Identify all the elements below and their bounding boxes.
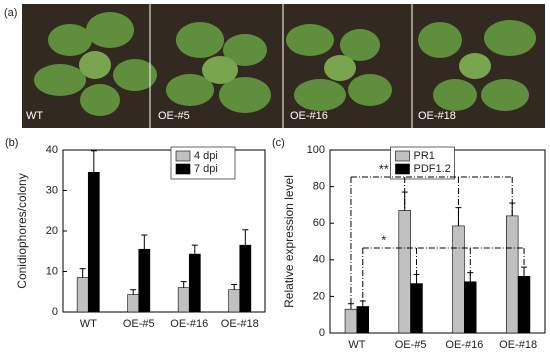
- y-tick-label: 20: [313, 290, 325, 302]
- bar: [344, 308, 358, 334]
- y-tick-label: 10: [46, 265, 58, 277]
- x-tick-label: WT: [348, 339, 365, 351]
- y-tick-label: 0: [319, 327, 325, 339]
- x-tick-label: WT: [80, 318, 97, 330]
- legend-label: 4 dpi: [194, 150, 218, 162]
- bar: [138, 248, 151, 313]
- y-tick-label: 20: [46, 225, 58, 237]
- legend-swatch: [395, 150, 410, 162]
- legend-label: PR1: [414, 150, 435, 162]
- plant-label: WT: [26, 110, 43, 122]
- y-axis-label: Relative expression level: [282, 175, 296, 308]
- x-tick-label: OE-#5: [123, 318, 155, 330]
- bar: [87, 171, 100, 313]
- panel-label: (a): [4, 7, 17, 19]
- bar: [464, 281, 477, 334]
- significance-label: *: [381, 232, 386, 247]
- panel-label: (c): [272, 137, 285, 149]
- y-axis-label: Conidiophores/colony: [15, 173, 29, 288]
- legend-label: PDF1.2: [414, 163, 451, 175]
- x-tick-label: OE-#16: [445, 339, 483, 351]
- y-tick-label: 40: [313, 254, 325, 266]
- bar: [505, 215, 519, 334]
- bar: [517, 275, 531, 334]
- bar: [228, 289, 241, 313]
- legend-swatch: [175, 163, 191, 175]
- plant-label: OE-#16: [290, 110, 328, 122]
- x-tick-label: OE-#18: [221, 318, 259, 330]
- bar: [127, 294, 140, 313]
- photo: [22, 4, 545, 128]
- bar: [452, 225, 465, 334]
- y-tick-label: 100: [307, 144, 325, 156]
- x-tick-label: OE-#16: [170, 318, 208, 330]
- bar: [239, 244, 252, 313]
- y-tick-label: 80: [313, 181, 325, 193]
- significance-label: **: [379, 161, 389, 176]
- legend-label: 7 dpi: [194, 163, 218, 175]
- panel-label: (b): [5, 137, 18, 149]
- y-tick-label: 0: [52, 306, 58, 318]
- bar: [356, 306, 369, 334]
- legend-swatch: [175, 150, 191, 162]
- bar: [177, 287, 190, 313]
- bar: [188, 253, 201, 313]
- x-tick-label: OE-#5: [395, 339, 427, 351]
- legend-swatch: [395, 163, 410, 175]
- x-tick-label: OE-#18: [499, 339, 537, 351]
- y-tick-label: 40: [46, 144, 58, 156]
- plant-label: OE-#18: [418, 110, 456, 122]
- bar: [76, 277, 89, 313]
- bar: [398, 210, 411, 334]
- plant-label: OE-#5: [158, 110, 190, 122]
- y-tick-label: 30: [46, 184, 58, 196]
- bar: [410, 283, 423, 334]
- y-tick-label: 60: [313, 217, 325, 229]
